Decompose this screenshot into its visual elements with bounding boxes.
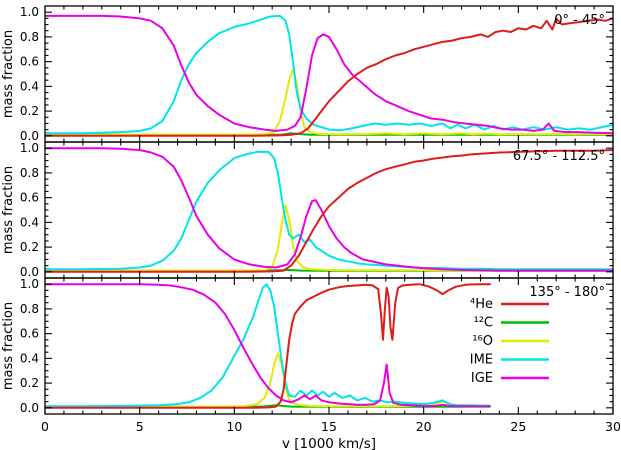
series-16O (45, 68, 613, 136)
x-tick-label: 25 (510, 419, 526, 434)
series-4He (45, 283, 491, 409)
series-IME (45, 14, 613, 135)
y-tick-label: 0.8 (20, 30, 39, 44)
legend-label: ¹²C (474, 316, 494, 331)
panel-1-series-group (45, 147, 613, 273)
legend-label: ⁴He (470, 297, 493, 312)
y-tick-label: 0.4 (20, 351, 39, 365)
y-tick-label: 0.4 (20, 79, 39, 93)
series-IME (45, 283, 491, 408)
y-axis-title: mass fraction (1, 30, 16, 118)
y-tick-label: 0.4 (20, 215, 39, 229)
y-tick-label: 0.0 (20, 265, 39, 279)
panel-2-y-tick-labels: 0.0 0.2 0.4 0.6 0.8 1.0 (20, 277, 39, 415)
panel-2-series-group (45, 283, 491, 409)
panel-1-label: 67.5° - 112.5° (513, 149, 605, 164)
panel-2-label: 135° - 180° (529, 285, 605, 300)
series-4He (45, 17, 613, 137)
x-tick-label: 5 (136, 419, 144, 434)
series-4He (45, 149, 613, 273)
panel-1-y-tick-labels: 0.0 0.2 0.4 0.6 0.8 1.0 (20, 141, 39, 279)
panel-2-ticks (44, 278, 614, 414)
x-axis-title: v [1000 km/s] (282, 436, 376, 450)
panel-0-label: 0° - 45° (554, 13, 605, 28)
y-tick-label: 0.6 (20, 55, 39, 69)
y-tick-label: 1.0 (20, 277, 39, 291)
legend-label: IME (470, 353, 493, 368)
series-16O (45, 352, 491, 408)
y-tick-label: 0.0 (20, 129, 39, 143)
panel-0-ticks (44, 6, 614, 142)
y-tick-label: 0.6 (20, 191, 39, 205)
x-tick-label: 30 (605, 419, 621, 434)
y-tick-label: 0.2 (20, 376, 39, 390)
x-tick-labels: 0 5 10 15 20 25 30 (41, 419, 621, 434)
y-tick-label: 0.2 (20, 104, 39, 118)
x-tick-label: 10 (226, 419, 242, 434)
x-tick-label: 15 (321, 419, 337, 434)
legend: ⁴He ¹²C ¹⁶O IME IGE (470, 297, 549, 386)
x-tick-label: 0 (41, 419, 49, 434)
y-tick-label: 0.6 (20, 327, 39, 341)
series-IGE (45, 283, 491, 408)
series-IGE (45, 147, 613, 272)
y-tick-label: 0.8 (20, 302, 39, 316)
legend-label: ¹⁶O (472, 334, 493, 349)
panel-0-series-group (45, 14, 613, 137)
y-tick-label: 0.8 (20, 166, 39, 180)
y-tick-label: 1.0 (20, 141, 39, 155)
y-axis-title: mass fraction (1, 166, 16, 254)
series-IGE (45, 14, 613, 135)
y-tick-label: 1.0 (20, 5, 39, 19)
y-tick-label: 0.0 (20, 401, 39, 415)
legend-label: IGE (471, 371, 493, 386)
x-tick-label: 20 (416, 419, 432, 434)
y-axis-title: mass fraction (1, 302, 16, 390)
y-tick-label: 0.2 (20, 240, 39, 254)
panel-0-y-tick-labels: 0.0 0.2 0.4 0.6 0.8 1.0 (20, 5, 39, 143)
